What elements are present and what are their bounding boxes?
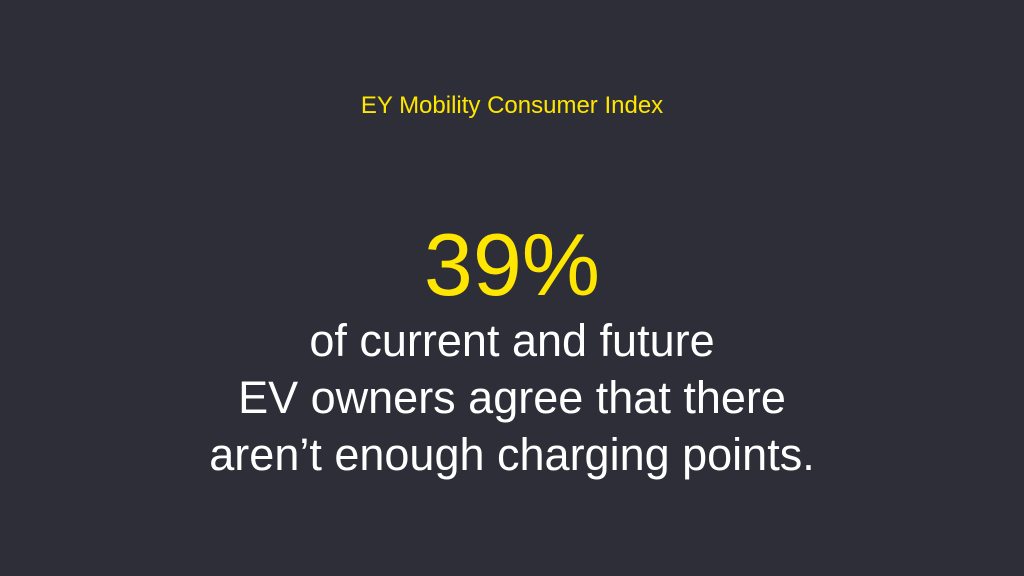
caption: of current and future EV owners agree tha… [0, 312, 1024, 483]
caption-line: aren’t enough charging points. [209, 429, 815, 480]
caption-line: EV owners agree that there [238, 372, 786, 423]
stat-value: 39% [423, 215, 601, 314]
title: EY Mobility Consumer Index [360, 92, 664, 119]
caption-line: of current and future [309, 315, 715, 366]
